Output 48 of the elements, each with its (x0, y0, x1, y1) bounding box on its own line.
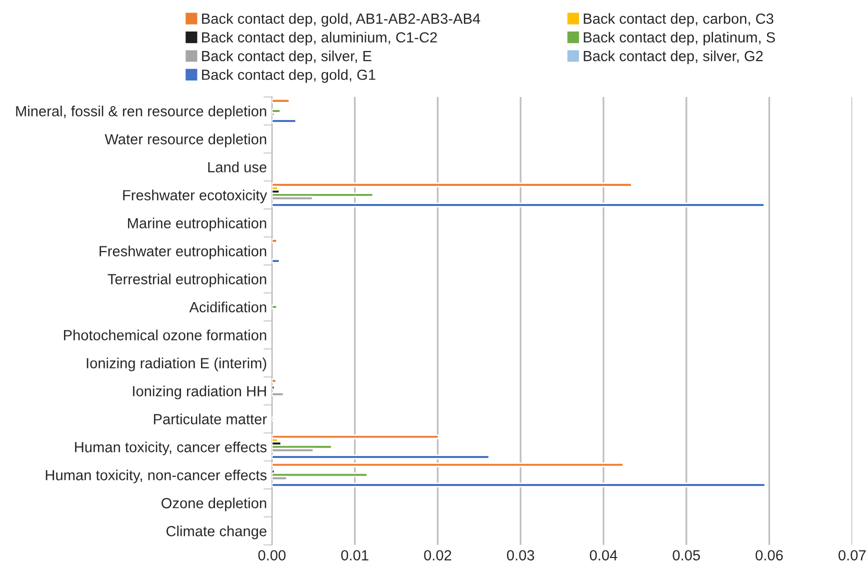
bar (272, 462, 624, 468)
y-tick-label: Mineral, fossil & ren resource depletion (16, 106, 266, 120)
legend-label: Back contact dep, aluminium, C1-C2 (202, 32, 437, 46)
bar (272, 482, 766, 488)
x-tick-label: 0.05 (672, 550, 700, 560)
x-tick-label: 0.06 (756, 550, 783, 560)
y-tick-label: Land use (208, 162, 266, 172)
y-tick-label: Ozone depletion (162, 498, 266, 512)
legend-label: Back contact dep, silver, G2 (584, 50, 763, 64)
y-tick-label: Climate change (166, 526, 266, 540)
y-tick-label: Freshwater eutrophication (100, 246, 266, 260)
bar (272, 454, 490, 460)
y-tick-label: Water resource depletion (104, 134, 266, 148)
legend-label: Back contact dep, silver, E (202, 50, 372, 64)
legend-label: Back contact dep, gold, G1 (202, 69, 376, 83)
y-tick-label: Particulate matter (154, 414, 267, 424)
legend-label: Back contact dep, platinum, S (584, 32, 775, 46)
x-tick-label: 0.01 (341, 550, 368, 560)
bar (272, 392, 284, 397)
bar (272, 98, 290, 104)
y-tick-label: Ionizing radiation E (interim) (86, 358, 266, 372)
bar (272, 182, 632, 188)
bar (272, 472, 368, 478)
x-tick-label: 0.04 (590, 550, 618, 560)
bar (272, 108, 281, 114)
x-tick-label: 0.07 (838, 550, 866, 560)
x-tick-label: 0.00 (258, 550, 286, 560)
bar (272, 378, 277, 384)
bar (272, 202, 765, 208)
y-tick-label: Human toxicity, cancer effects (75, 442, 267, 456)
bar (272, 192, 374, 198)
y-tick-label: Marine eutrophication (128, 218, 266, 232)
y-tick-label: Human toxicity, non-cancer effects (46, 470, 267, 484)
bar (272, 238, 278, 244)
y-tick-label: Photochemical ozone formation (64, 330, 266, 340)
bar (272, 304, 278, 310)
x-tick-label: 0.03 (506, 550, 534, 560)
bar (272, 258, 280, 264)
bar (272, 385, 276, 390)
y-tick-label: Ionizing radiation HH (133, 386, 266, 400)
y-tick-label: Acidification (189, 302, 266, 312)
bar (272, 118, 297, 124)
legend-label: Back contact dep, gold, AB1-AB2-AB3-AB4 (202, 13, 480, 27)
y-tick-label: Freshwater ecotoxicity (123, 190, 268, 204)
legend-label: Back contact dep, carbon, C3 (584, 13, 774, 27)
x-tick-label: 0.02 (424, 550, 452, 560)
bar (272, 434, 440, 440)
y-tick-label: Terrestrial eutrophication (108, 274, 266, 288)
